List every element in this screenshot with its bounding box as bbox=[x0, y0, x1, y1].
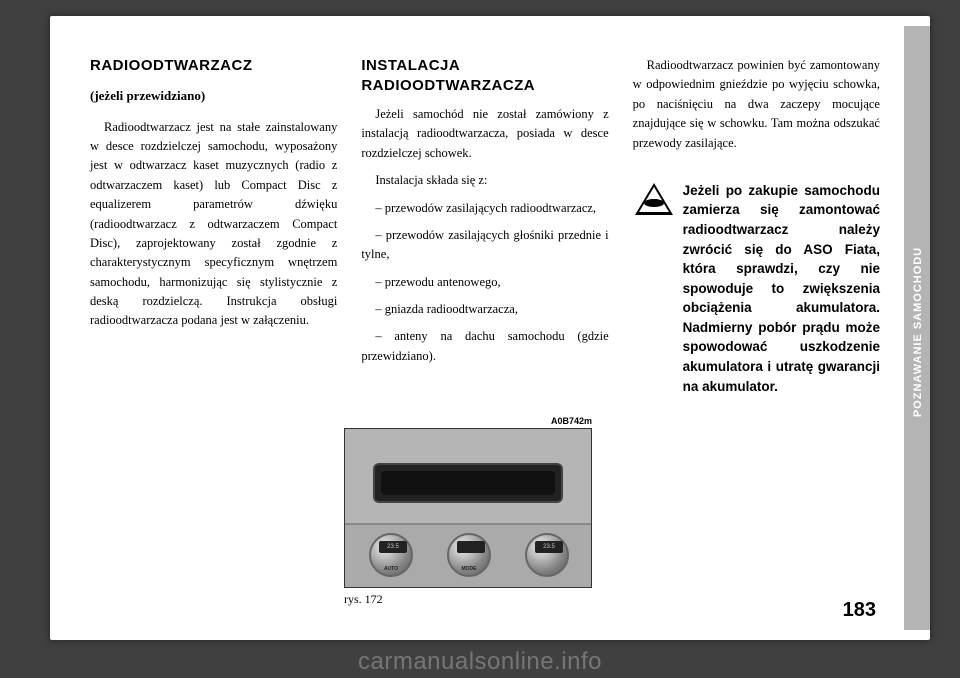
col2-li1: – przewodów zasilających radioodtwarzacz… bbox=[361, 199, 608, 218]
chapter-tab: POZNAWANIE SAMOCHODU bbox=[904, 26, 930, 630]
knob-left-display: 23.5 bbox=[379, 541, 407, 553]
knob-middle: MODE bbox=[447, 533, 491, 577]
column-1: RADIOODTWARZACZ (jeżeli przewidziano) Ra… bbox=[90, 56, 337, 396]
column-3: Radioodtwarzacz powinien być zamontowany… bbox=[633, 56, 880, 396]
col2-li4: – gniazda radioodtwarzacza, bbox=[361, 300, 608, 319]
col1-heading: RADIOODTWARZACZ bbox=[90, 56, 337, 76]
col1-subtitle: (jeżeli przewidziano) bbox=[90, 86, 337, 106]
knob-mid-label: MODE bbox=[449, 566, 489, 572]
manual-page: POZNAWANIE SAMOCHODU RADIOODTWARZACZ (je… bbox=[50, 16, 930, 640]
col3-p1: Radioodtwarzacz powinien być zamontowany… bbox=[633, 56, 880, 153]
knob-left: 23.5 AUTO bbox=[369, 533, 413, 577]
knob-left-label: AUTO bbox=[371, 566, 411, 572]
radio-slot-graphic bbox=[373, 463, 563, 503]
col1-body: Radioodtwarzacz jest na stałe zainstalow… bbox=[90, 118, 337, 331]
page-number: 183 bbox=[843, 599, 876, 622]
col2-p2: Instalacja składa się z: bbox=[361, 171, 608, 190]
warning-box: Jeżeli po zakupie samochodu zamierza się… bbox=[633, 181, 880, 396]
col2-heading: INSTALACJA RADIOODTWARZACZA bbox=[361, 56, 608, 95]
figure-172: A0B742m 23.5 AUTO MODE 23.5 rys. 172 bbox=[344, 416, 592, 607]
knob-right: 23.5 bbox=[525, 533, 569, 577]
knob-right-display: 23.5 bbox=[535, 541, 563, 553]
chapter-label: POZNAWANIE SAMOCHODU bbox=[912, 32, 924, 632]
col2-li2: – przewodów zasilających głośniki przedn… bbox=[361, 226, 608, 265]
figure-image: 23.5 AUTO MODE 23.5 bbox=[344, 428, 592, 588]
col2-p1: Jeżeli samochód nie został zamówiony z i… bbox=[361, 105, 608, 163]
warning-text: Jeżeli po zakupie samochodu zamierza się… bbox=[683, 181, 880, 396]
figure-code: A0B742m bbox=[344, 416, 592, 426]
columns-container: RADIOODTWARZACZ (jeżeli przewidziano) Ra… bbox=[90, 56, 880, 396]
col2-li5: – anteny na dachu samochodu (gdzie przew… bbox=[361, 327, 608, 366]
watermark: carmanualsonline.info bbox=[0, 648, 960, 676]
knob-mid-display bbox=[457, 541, 485, 553]
warning-triangle-icon bbox=[633, 181, 675, 217]
col2-li3: – przewodu antenowego, bbox=[361, 273, 608, 292]
column-2: INSTALACJA RADIOODTWARZACZA Jeżeli samoc… bbox=[361, 56, 608, 396]
figure-caption: rys. 172 bbox=[344, 592, 592, 607]
